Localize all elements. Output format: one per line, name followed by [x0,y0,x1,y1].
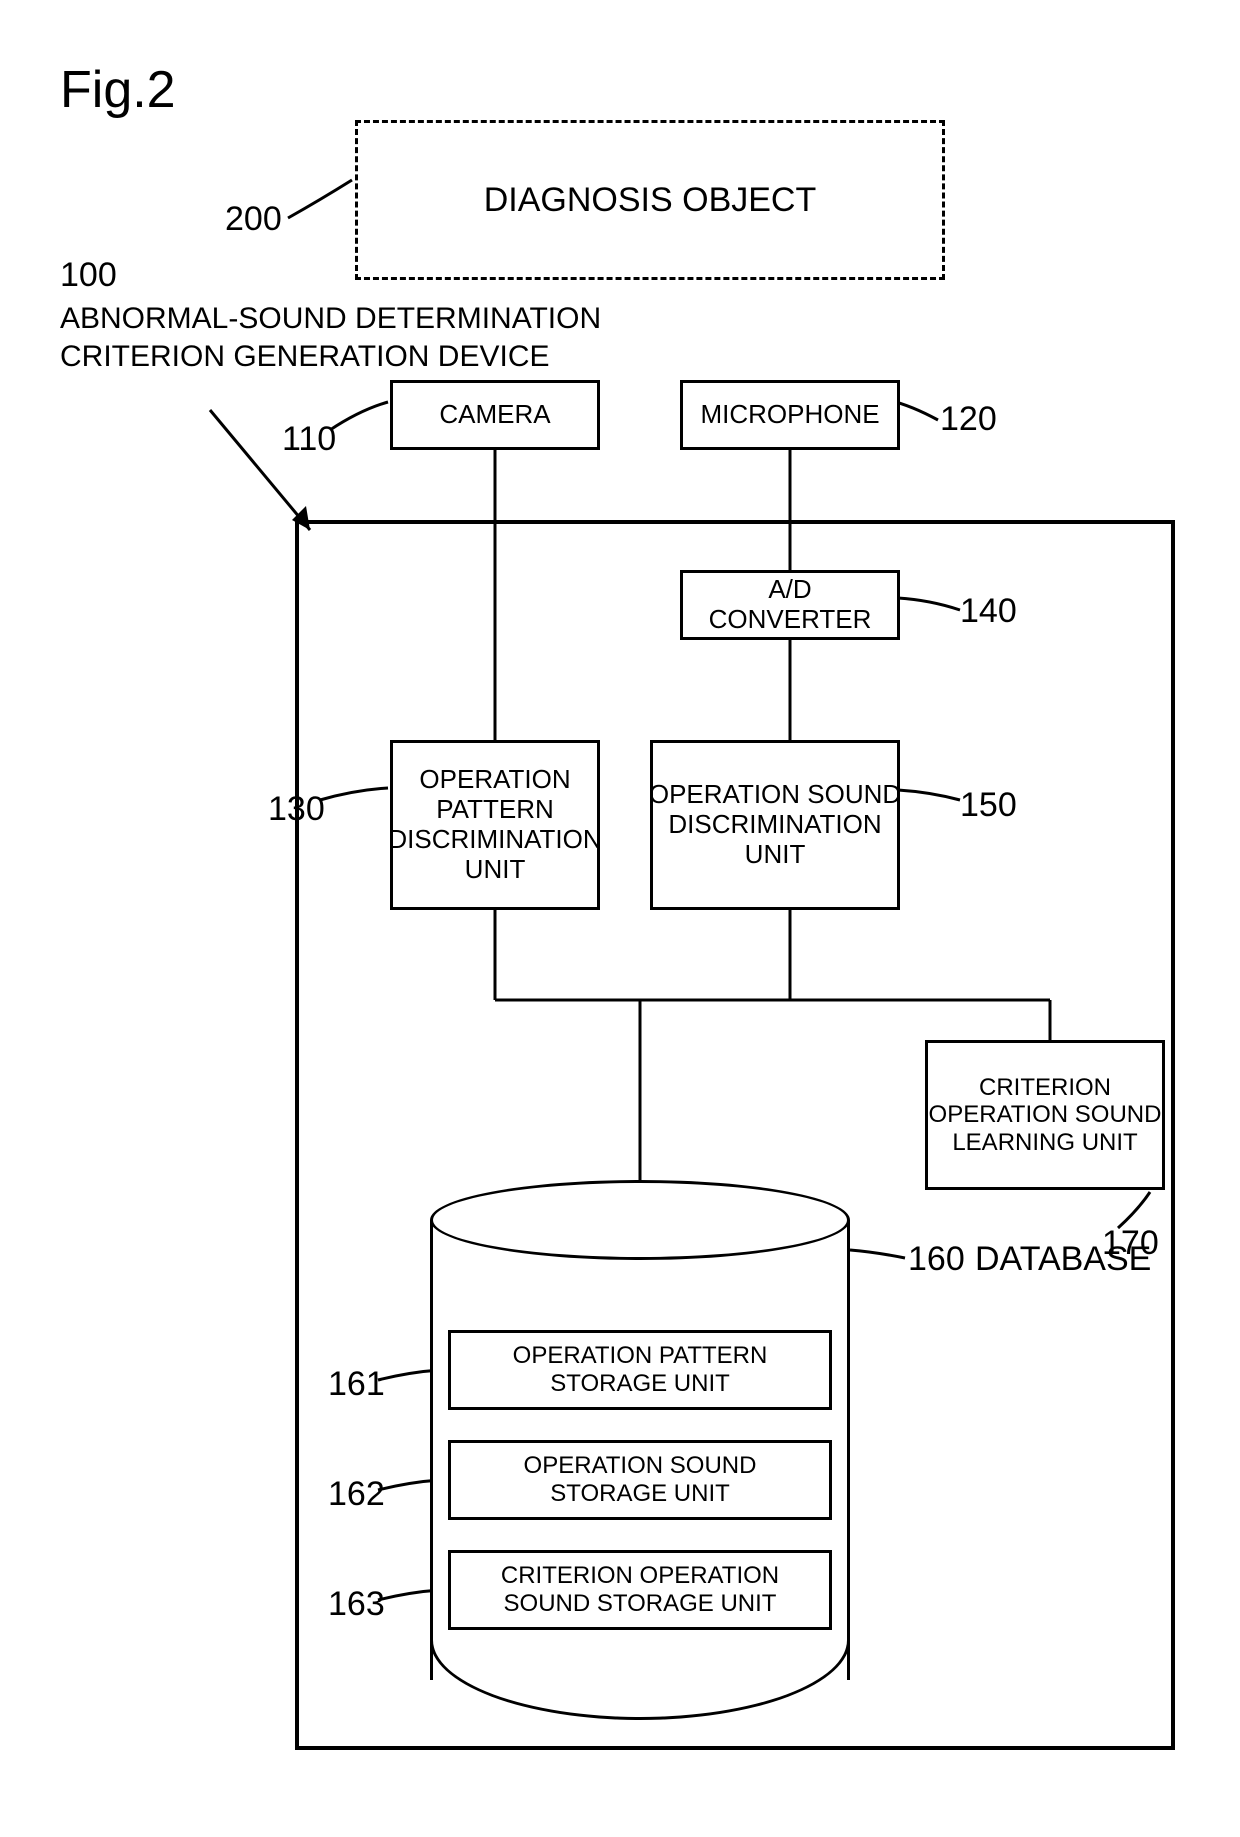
ref-163: 163 [328,1585,385,1624]
figure-label: Fig.2 [60,60,176,120]
diagnosis-object-label: DIAGNOSIS OBJECT [484,181,817,220]
ad-converter-block: A/D CONVERTER [680,570,900,640]
ad-converter-label: A/D CONVERTER [689,575,891,635]
storage-162-label: OPERATION SOUND STORAGE UNIT [524,1452,757,1507]
learning-unit-block: CRITERION OPERATION SOUND LEARNING UNIT [925,1040,1165,1190]
ref-110: 110 [282,420,336,459]
storage-162-block: OPERATION SOUND STORAGE UNIT [448,1440,832,1520]
op-pattern-unit-block: OPERATION PATTERN DISCRIMINATION UNIT [390,740,600,910]
ref-120: 120 [940,400,997,439]
op-pattern-unit-label: OPERATION PATTERN DISCRIMINATION UNIT [388,765,601,885]
ref-161: 161 [328,1365,385,1404]
storage-163-label: CRITERION OPERATION SOUND STORAGE UNIT [501,1562,779,1617]
camera-block: CAMERA [390,380,600,450]
database-top [430,1180,850,1260]
ref-160: 160 [908,1240,965,1279]
learning-unit-label: CRITERION OPERATION SOUND LEARNING UNIT [929,1074,1162,1157]
ref-162: 162 [328,1475,385,1514]
op-sound-unit-label: OPERATION SOUND DISCRIMINATION UNIT [649,780,901,870]
diagnosis-object-box: DIAGNOSIS OBJECT [355,120,945,280]
op-sound-unit-block: OPERATION SOUND DISCRIMINATION UNIT [650,740,900,910]
diagram-canvas: Fig.2 100 ABNORMAL-SOUND DETERMINATION C… [0,0,1240,1837]
device-title: ABNORMAL-SOUND DETERMINATION CRITERION G… [60,300,601,375]
camera-label: CAMERA [439,400,550,430]
ref-150: 150 [960,786,1017,825]
ref-200: 200 [225,200,282,239]
storage-163-block: CRITERION OPERATION SOUND STORAGE UNIT [448,1550,832,1630]
ref-130: 130 [268,790,325,829]
ref-140: 140 [960,592,1017,631]
storage-161-block: OPERATION PATTERN STORAGE UNIT [448,1330,832,1410]
database-label: DATABASE [975,1240,1151,1279]
microphone-block: MICROPHONE [680,380,900,450]
microphone-label: MICROPHONE [700,400,879,430]
storage-161-label: OPERATION PATTERN STORAGE UNIT [513,1342,768,1397]
ref-100: 100 [60,256,117,295]
